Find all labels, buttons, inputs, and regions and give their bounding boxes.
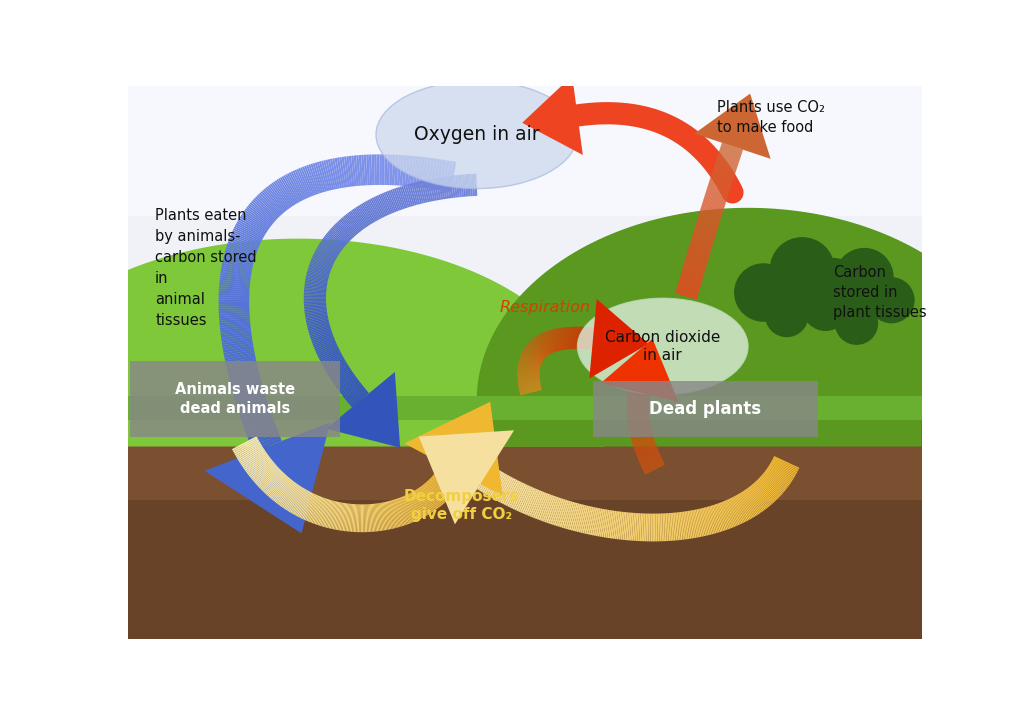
Circle shape xyxy=(734,264,793,322)
Text: Carbon
stored in
plant tissues: Carbon stored in plant tissues xyxy=(834,265,927,320)
Polygon shape xyxy=(522,76,583,155)
Ellipse shape xyxy=(578,298,748,395)
Circle shape xyxy=(770,237,835,302)
Text: Plants eaten
by animals-
carbon stored
in
animal
tissues: Plants eaten by animals- carbon stored i… xyxy=(155,208,257,328)
Ellipse shape xyxy=(376,80,578,189)
Text: Decomposers
give off CO₂: Decomposers give off CO₂ xyxy=(403,489,519,523)
FancyBboxPatch shape xyxy=(593,381,818,437)
Circle shape xyxy=(835,248,894,307)
Text: Carbon dioxide
in air: Carbon dioxide in air xyxy=(605,330,721,363)
Polygon shape xyxy=(600,339,679,402)
Polygon shape xyxy=(327,372,400,448)
Polygon shape xyxy=(590,299,648,378)
Polygon shape xyxy=(205,422,331,533)
Bar xyxy=(128,396,922,419)
Circle shape xyxy=(868,277,914,323)
Polygon shape xyxy=(477,208,1019,447)
Circle shape xyxy=(806,258,860,312)
Bar xyxy=(128,500,922,639)
Bar xyxy=(128,86,922,408)
Polygon shape xyxy=(4,238,604,447)
Circle shape xyxy=(765,294,809,337)
Bar xyxy=(128,408,922,639)
Polygon shape xyxy=(419,430,514,524)
Bar xyxy=(128,86,922,215)
Circle shape xyxy=(802,285,849,331)
Text: Oxygen in air: Oxygen in air xyxy=(414,125,540,144)
Circle shape xyxy=(835,302,879,345)
Text: Plants use CO₂
to make food: Plants use CO₂ to make food xyxy=(717,100,825,135)
Text: Respiration: Respiration xyxy=(500,300,591,315)
Polygon shape xyxy=(404,402,503,496)
Polygon shape xyxy=(694,93,771,159)
Text: Dead plants: Dead plants xyxy=(649,400,762,418)
FancyBboxPatch shape xyxy=(130,361,340,437)
Text: Animals waste
dead animals: Animals waste dead animals xyxy=(175,382,295,416)
